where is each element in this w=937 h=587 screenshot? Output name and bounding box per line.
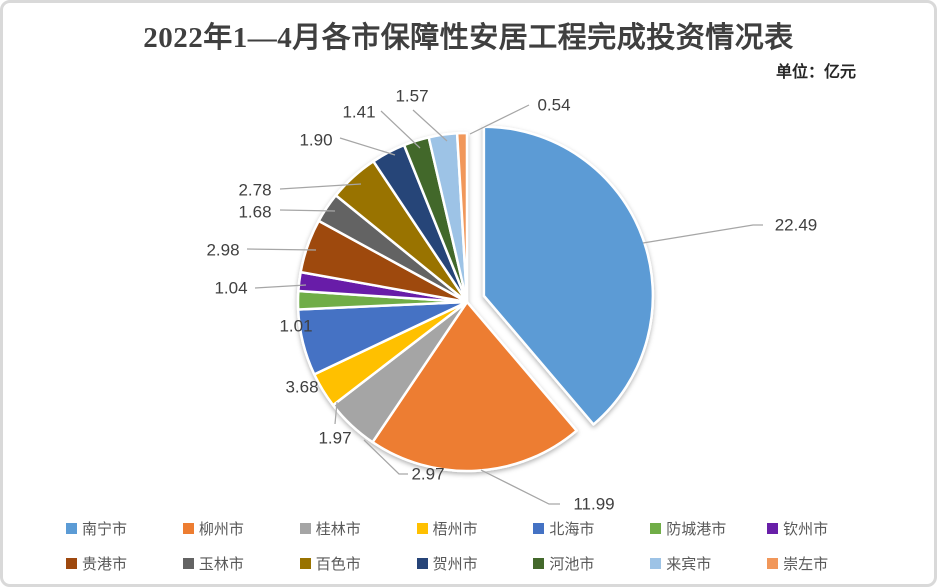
data-label-8: 2.98 bbox=[206, 241, 239, 260]
legend-swatch-icon bbox=[416, 557, 428, 569]
legend-swatch-icon bbox=[182, 522, 194, 534]
legend-swatch-icon bbox=[767, 522, 779, 534]
chart-title: 2022年1—4月各市保障性安居工程完成投资情况表 bbox=[143, 22, 794, 54]
leader-line-8 bbox=[246, 248, 317, 251]
data-label-4: 1.97 bbox=[318, 429, 351, 448]
data-label-9: 1.68 bbox=[238, 203, 271, 222]
pie-slices bbox=[296, 125, 655, 473]
leader-line-10 bbox=[279, 183, 362, 190]
data-label-7: 1.04 bbox=[214, 279, 247, 298]
pie-chart: 22.49 11.99 2.97 1.97 3.68 1.01 1.04 2.98 1.68 2.… bbox=[206, 87, 818, 514]
legend-swatch-icon bbox=[533, 557, 545, 569]
legend-swatch-icon bbox=[533, 522, 545, 534]
legend-item-1: 南宁市 bbox=[66, 518, 183, 539]
legend-label: 钦州市 bbox=[783, 520, 829, 538]
legend-label: 贵港市 bbox=[82, 555, 128, 573]
legend-swatch-icon bbox=[182, 557, 194, 569]
legend-swatch-icon bbox=[416, 522, 428, 534]
leader-line-7 bbox=[254, 284, 307, 289]
leader-line-9 bbox=[279, 209, 336, 212]
data-label-5: 3.68 bbox=[285, 378, 318, 397]
leader-line-2 bbox=[480, 469, 560, 505]
legend-item-11: 贺州市 bbox=[416, 553, 534, 574]
legend-label: 柳州市 bbox=[198, 520, 244, 538]
legend-item-13: 来宾市 bbox=[650, 553, 767, 574]
legend-item-2: 柳州市 bbox=[182, 518, 300, 539]
data-label-13: 1.57 bbox=[395, 87, 428, 106]
leader-line-1 bbox=[642, 224, 763, 244]
legend-swatch-icon bbox=[650, 522, 662, 534]
data-label-1: 22.49 bbox=[775, 216, 818, 235]
legend-swatch-icon bbox=[650, 557, 662, 569]
leader-line-12 bbox=[380, 110, 421, 149]
legend-label: 贺州市 bbox=[432, 555, 478, 573]
legend-label: 崇左市 bbox=[783, 555, 829, 573]
legend-item-3: 桂林市 bbox=[299, 518, 417, 539]
data-label-3: 2.97 bbox=[411, 465, 444, 484]
legend-item-7: 钦州市 bbox=[767, 518, 884, 539]
data-label-10: 2.78 bbox=[238, 181, 271, 200]
legend-label: 南宁市 bbox=[82, 520, 128, 538]
legend-item-9: 玉林市 bbox=[182, 553, 300, 574]
legend-label: 来宾市 bbox=[666, 555, 712, 573]
legend-swatch-icon bbox=[299, 522, 311, 534]
data-label-11: 1.90 bbox=[299, 131, 332, 150]
legend-label: 梧州市 bbox=[432, 520, 478, 538]
data-label-6: 1.01 bbox=[279, 317, 312, 336]
pie-slice-1 bbox=[482, 125, 655, 426]
leader-line-11 bbox=[339, 137, 396, 156]
data-label-12: 1.41 bbox=[342, 103, 375, 122]
legend-item-10: 百色市 bbox=[299, 553, 417, 574]
legend-swatch-icon bbox=[66, 522, 77, 534]
legend-item-5: 北海市 bbox=[533, 518, 650, 539]
legend-label: 玉林市 bbox=[198, 555, 244, 573]
leader-line-3 bbox=[363, 439, 408, 475]
legend-swatch-icon bbox=[767, 557, 779, 569]
legend-swatch-icon bbox=[66, 557, 77, 569]
legend-label: 河池市 bbox=[549, 555, 595, 573]
legend-item-6: 防城港市 bbox=[650, 518, 767, 539]
leader-line-14 bbox=[469, 104, 530, 135]
legend-item-12: 河池市 bbox=[533, 553, 650, 574]
legend-item-4: 梧州市 bbox=[416, 518, 534, 539]
data-label-14: 0.54 bbox=[537, 96, 570, 115]
legend-swatch-icon bbox=[299, 557, 311, 569]
pie-slice-2 bbox=[371, 300, 578, 473]
pie-slice-14 bbox=[455, 131, 469, 304]
legend-label: 百色市 bbox=[315, 555, 361, 573]
legend-label: 桂林市 bbox=[315, 520, 361, 538]
data-label-2: 11.99 bbox=[573, 495, 614, 514]
legend-label: 北海市 bbox=[549, 520, 595, 538]
legend-label: 防城港市 bbox=[666, 520, 727, 538]
legend-item-8: 贵港市 bbox=[66, 553, 183, 574]
unit-label: 单位：亿元 bbox=[775, 64, 856, 81]
leader-line-4 bbox=[334, 401, 338, 425]
leader-line-13 bbox=[412, 109, 448, 142]
legend-item-14: 崇左市 bbox=[767, 553, 884, 574]
chart-legend: 南宁市 柳州市 桂林市 梧州市 北海市 防城港市 钦州市贵港市 玉林市 百色市 贺州市 河池市 来宾市… bbox=[66, 514, 884, 577]
